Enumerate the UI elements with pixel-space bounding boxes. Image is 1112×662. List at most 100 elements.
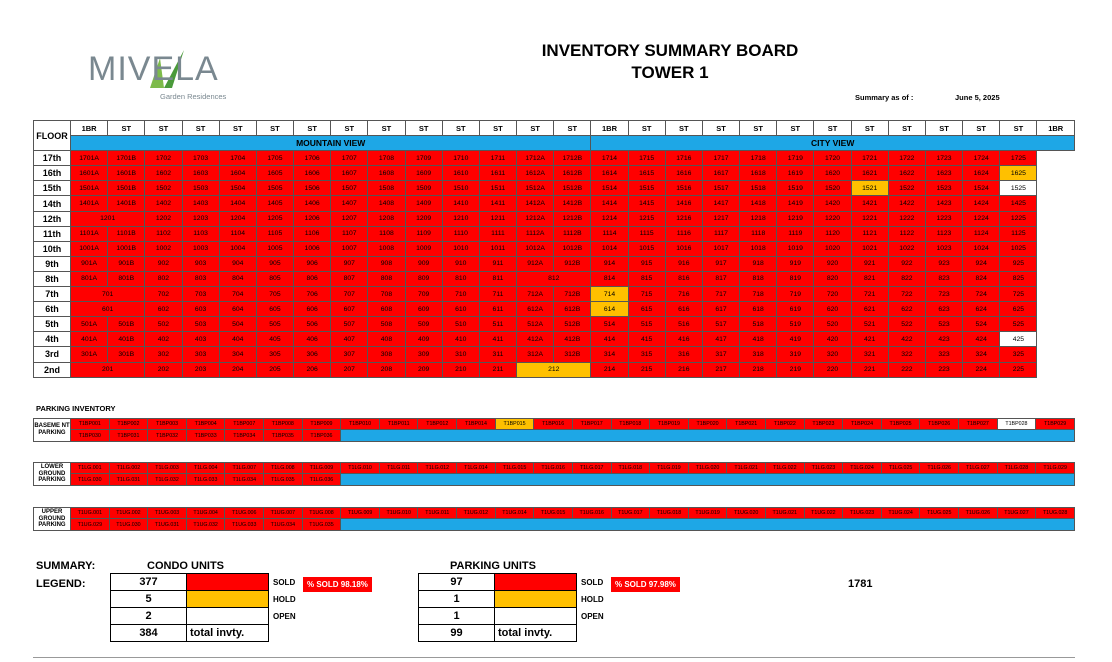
- unit-cell[interactable]: 1712A: [516, 150, 555, 167]
- unit-cell[interactable]: 701: [69, 286, 146, 303]
- unit-cell[interactable]: 817: [701, 270, 741, 288]
- unit-cell[interactable]: 502: [144, 316, 183, 333]
- parking-slot-cell[interactable]: T1BP010: [340, 417, 380, 431]
- unit-cell[interactable]: 1409: [404, 195, 443, 212]
- unit-cell[interactable]: 407: [330, 331, 369, 348]
- unit-cell[interactable]: 1609: [404, 165, 443, 182]
- parking-slot-cell[interactable]: T1BP025: [880, 417, 921, 431]
- unit-cell[interactable]: 412A: [516, 331, 555, 348]
- unit-cell[interactable]: 1012A: [516, 240, 555, 257]
- unit-cell[interactable]: 716: [664, 286, 703, 303]
- parking-slot-cell[interactable]: T1LG.004: [185, 461, 226, 475]
- parking-slot-cell[interactable]: T1LG.032: [147, 473, 187, 486]
- parking-slot-cell[interactable]: T1UG.001: [70, 506, 110, 520]
- unit-cell[interactable]: 709: [404, 286, 443, 303]
- unit-cell[interactable]: 601: [69, 301, 146, 318]
- parking-slot-cell[interactable]: T1UG.022: [803, 506, 844, 520]
- unit-cell[interactable]: 509: [404, 316, 443, 333]
- unit-cell[interactable]: 910: [441, 255, 480, 272]
- unit-cell[interactable]: 415: [627, 331, 666, 348]
- unit-cell[interactable]: 1104: [218, 225, 257, 242]
- unit-cell[interactable]: 317: [701, 346, 741, 363]
- unit-cell[interactable]: 903: [181, 255, 220, 272]
- unit-cell[interactable]: 1112A: [516, 225, 555, 242]
- parking-slot-cell[interactable]: T1UG.032: [185, 518, 226, 531]
- unit-cell[interactable]: 419: [776, 331, 815, 348]
- parking-slot-cell[interactable]: T1BP023: [803, 417, 844, 431]
- unit-cell[interactable]: 902: [144, 255, 183, 272]
- unit-cell[interactable]: 211: [478, 361, 518, 378]
- parking-slot-cell[interactable]: T1LG.024: [842, 461, 882, 475]
- unit-cell[interactable]: 1715: [627, 150, 666, 167]
- unit-cell[interactable]: 1412B: [553, 195, 592, 212]
- unit-cell[interactable]: 320: [813, 346, 852, 363]
- parking-slot-cell[interactable]: T1BP024: [842, 417, 882, 431]
- unit-cell[interactable]: 1724: [962, 150, 1001, 167]
- unit-cell[interactable]: 606: [293, 301, 332, 318]
- unit-cell[interactable]: 1712B: [553, 150, 592, 167]
- unit-cell[interactable]: 1623: [924, 165, 964, 182]
- unit-cell[interactable]: 1218: [739, 210, 778, 227]
- unit-cell[interactable]: 901B: [107, 255, 146, 272]
- unit-cell[interactable]: 301B: [107, 346, 146, 363]
- unit-cell[interactable]: 1222: [887, 210, 926, 227]
- unit-cell[interactable]: 1606: [293, 165, 332, 182]
- unit-cell[interactable]: 1008: [367, 240, 406, 257]
- unit-cell[interactable]: 1504: [218, 180, 257, 197]
- unit-cell[interactable]: 511: [478, 316, 518, 333]
- parking-slot-cell[interactable]: T1UG.029: [70, 518, 110, 531]
- unit-cell[interactable]: 521: [850, 316, 889, 333]
- parking-slot-cell[interactable]: T1BP033: [185, 429, 226, 442]
- unit-cell[interactable]: 1219: [776, 210, 815, 227]
- parking-slot-cell[interactable]: T1LG.027: [958, 461, 998, 475]
- unit-cell[interactable]: 718: [739, 286, 778, 303]
- parking-slot-cell[interactable]: T1UG.033: [224, 518, 265, 531]
- unit-cell[interactable]: 1122: [887, 225, 926, 242]
- parking-slot-cell[interactable]: T1BP022: [764, 417, 805, 431]
- unit-cell[interactable]: 220: [813, 361, 852, 378]
- unit-cell[interactable]: 520: [813, 316, 852, 333]
- unit-cell[interactable]: 924: [962, 255, 1001, 272]
- unit-cell[interactable]: 424: [962, 331, 1001, 348]
- parking-slot-cell[interactable]: T1LG.017: [571, 461, 612, 475]
- unit-cell[interactable]: 1023: [924, 240, 964, 257]
- unit-cell[interactable]: 914: [590, 255, 629, 272]
- unit-cell[interactable]: 505: [255, 316, 295, 333]
- unit-cell[interactable]: 301A: [69, 346, 109, 363]
- parking-slot-cell[interactable]: T1UG.021: [764, 506, 805, 520]
- unit-cell[interactable]: 1502: [144, 180, 183, 197]
- unit-cell[interactable]: 816: [664, 270, 703, 288]
- unit-cell[interactable]: 1105: [255, 225, 295, 242]
- unit-cell[interactable]: 214: [590, 361, 629, 378]
- unit-cell[interactable]: 418: [739, 331, 778, 348]
- unit-cell[interactable]: 1203: [181, 210, 220, 227]
- parking-slot-cell[interactable]: T1BP008: [263, 417, 303, 431]
- unit-cell[interactable]: 604: [218, 301, 257, 318]
- unit-cell[interactable]: 416: [664, 331, 703, 348]
- unit-cell[interactable]: 1602: [144, 165, 183, 182]
- unit-cell[interactable]: 1503: [181, 180, 220, 197]
- unit-cell[interactable]: 1103: [181, 225, 220, 242]
- parking-slot-cell[interactable]: T1LG.007: [224, 461, 265, 475]
- unit-cell[interactable]: 325: [999, 346, 1038, 363]
- unit-cell[interactable]: 814: [590, 270, 629, 288]
- parking-slot-cell[interactable]: T1LG.015: [494, 461, 535, 475]
- unit-cell[interactable]: 1720: [813, 150, 852, 167]
- unit-cell[interactable]: 1510: [441, 180, 480, 197]
- unit-cell[interactable]: 602: [144, 301, 183, 318]
- unit-cell[interactable]: 1707: [330, 150, 369, 167]
- unit-cell[interactable]: 1211: [478, 210, 518, 227]
- unit-cell[interactable]: 721: [850, 286, 889, 303]
- parking-slot-cell[interactable]: T1UG.025: [919, 506, 960, 520]
- unit-cell[interactable]: 1417: [701, 195, 741, 212]
- unit-cell[interactable]: 1721: [850, 150, 889, 167]
- parking-slot-cell[interactable]: T1BP036: [301, 429, 342, 442]
- unit-cell[interactable]: 1217: [701, 210, 741, 227]
- parking-slot-cell[interactable]: T1LG.029: [1035, 461, 1075, 475]
- unit-cell[interactable]: 425: [999, 331, 1038, 348]
- unit-cell[interactable]: 514: [590, 316, 629, 333]
- unit-cell[interactable]: 708: [367, 286, 406, 303]
- unit-cell[interactable]: 724: [962, 286, 1001, 303]
- unit-cell[interactable]: 408: [367, 331, 406, 348]
- unit-cell[interactable]: 311: [478, 346, 518, 363]
